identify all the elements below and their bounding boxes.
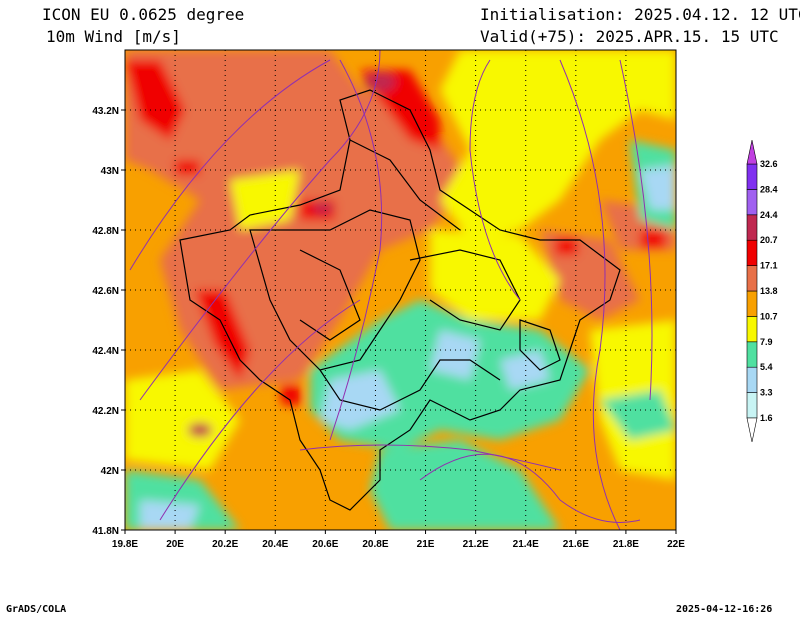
legend-swatch: [746, 239, 758, 266]
legend-level-label: 7.9: [760, 337, 773, 347]
light-wind-zone-south: [370, 440, 560, 530]
legend-level-label: 13.8: [760, 286, 778, 296]
legend-swatch: [746, 316, 758, 343]
streamline-8: [469, 59, 521, 301]
district-border-1: [249, 209, 421, 371]
legend-level-label: 24.4: [760, 210, 778, 220]
legend-swatch: [746, 163, 758, 190]
x-tick-label: 20.6E: [312, 539, 338, 550]
streamline-2: [139, 50, 381, 401]
streamline-5: [559, 59, 621, 530]
x-tick-label: 21.8E: [613, 539, 639, 550]
x-tick-label: 21.6E: [563, 539, 589, 550]
model-title: ICON EU 0.0625 degree: [42, 5, 245, 24]
gale-core-east: [555, 238, 578, 255]
streamlines: [129, 50, 653, 530]
legend-swatch: [746, 366, 758, 393]
streamline-4: [419, 453, 641, 523]
x-tick-label: 19.8E: [112, 539, 138, 550]
streamline-6: [619, 59, 653, 401]
admin-borders: [179, 89, 621, 511]
y-tick-label: 42.6N: [92, 286, 119, 297]
light-wind-zone-east: [600, 390, 676, 440]
x-tick-label: 22E: [667, 539, 685, 550]
longitude-axis: 19.8E 20E 20.2E 20.4E 20.6E 20.8E 21E 21.2E 21.4…: [112, 530, 685, 550]
y-tick-label: 42.2N: [92, 406, 119, 417]
legend-level-label: 28.4: [760, 184, 778, 194]
legend-level-label: 1.6: [760, 413, 773, 423]
moderate-wind-zone-north: [440, 50, 676, 240]
legend-high-arrow: [746, 139, 758, 165]
district-border-5: [519, 319, 561, 371]
legend-level-label: 32.6: [760, 159, 778, 169]
district-border-6: [349, 139, 461, 231]
streamline-3: [159, 299, 361, 521]
y-tick-label: 43.2N: [92, 106, 119, 117]
legend-level-label: 17.1: [760, 261, 778, 271]
latitude-axis: 41.8N 42N 42.2N 42.4N 42.6N 42.8N 43N 43.2N: [92, 106, 125, 537]
legend-swatch: [746, 189, 758, 216]
calm-zone-ne: [640, 165, 676, 210]
legend-swatch: [746, 265, 758, 292]
legend-swatch: [746, 341, 758, 368]
moderate-wind-zone-center: [430, 230, 560, 320]
variable-title: 10m Wind [m/s]: [46, 27, 181, 46]
gale-core-small-2: [280, 385, 302, 405]
legend-swatch: [746, 214, 758, 241]
y-tick-label: 43N: [101, 166, 119, 177]
district-border-3: [319, 359, 501, 411]
legend-swatch: [746, 290, 758, 317]
initialisation-time: Initialisation: 2025.04.12. 12 UTC: [480, 5, 800, 24]
streamline-9: [299, 444, 561, 471]
wind-field: [125, 50, 676, 530]
x-tick-label: 20.2E: [212, 539, 238, 550]
software-credit: GrADS/COLA: [6, 604, 67, 615]
x-tick-label: 20.4E: [262, 539, 288, 550]
storm-core-sw: [188, 423, 212, 437]
calm-zone-sw: [140, 500, 200, 530]
legend-low-arrow: [746, 417, 758, 443]
valid-time: Valid(+75): 2025.APR.15. 15 UTC: [480, 27, 779, 46]
legend-level-label: 10.7: [760, 311, 778, 321]
x-tick-label: 20.8E: [362, 539, 388, 550]
storm-core-north: [364, 72, 396, 92]
legend-swatch: [746, 392, 758, 419]
y-tick-label: 42.4N: [92, 346, 119, 357]
gale-core-ne: [640, 230, 666, 248]
legend-level-label: 5.4: [760, 362, 773, 372]
district-border-4: [299, 249, 361, 341]
x-tick-label: 21E: [417, 539, 435, 550]
calm-zone-1: [320, 370, 400, 430]
region-outline: [179, 89, 621, 511]
storm-core-west: [313, 202, 333, 214]
x-tick-label: 21.4E: [513, 539, 539, 550]
calm-zone-2: [430, 330, 480, 380]
gale-core-small-1: [175, 160, 200, 175]
generation-timestamp: 2025-04-12-16:26: [676, 604, 773, 615]
x-tick-label: 20E: [166, 539, 184, 550]
graticule: [125, 50, 676, 530]
y-tick-label: 41.8N: [92, 526, 119, 537]
legend-level-label: 20.7: [760, 235, 778, 245]
y-tick-label: 42.8N: [92, 226, 119, 237]
y-tick-label: 42N: [101, 466, 119, 477]
calm-zone-3: [500, 350, 550, 390]
wind-speed-legend: 1.6 3.3 5.4 7.9 10.7 13.8 17.1 20.7 24.4 28.4 32.6: [746, 139, 778, 443]
gale-core-nw: [125, 60, 185, 140]
x-tick-label: 21.2E: [463, 539, 489, 550]
streamline-1: [129, 59, 331, 271]
legend-level-label: 3.3: [760, 388, 773, 398]
streamline-7: [329, 59, 383, 441]
